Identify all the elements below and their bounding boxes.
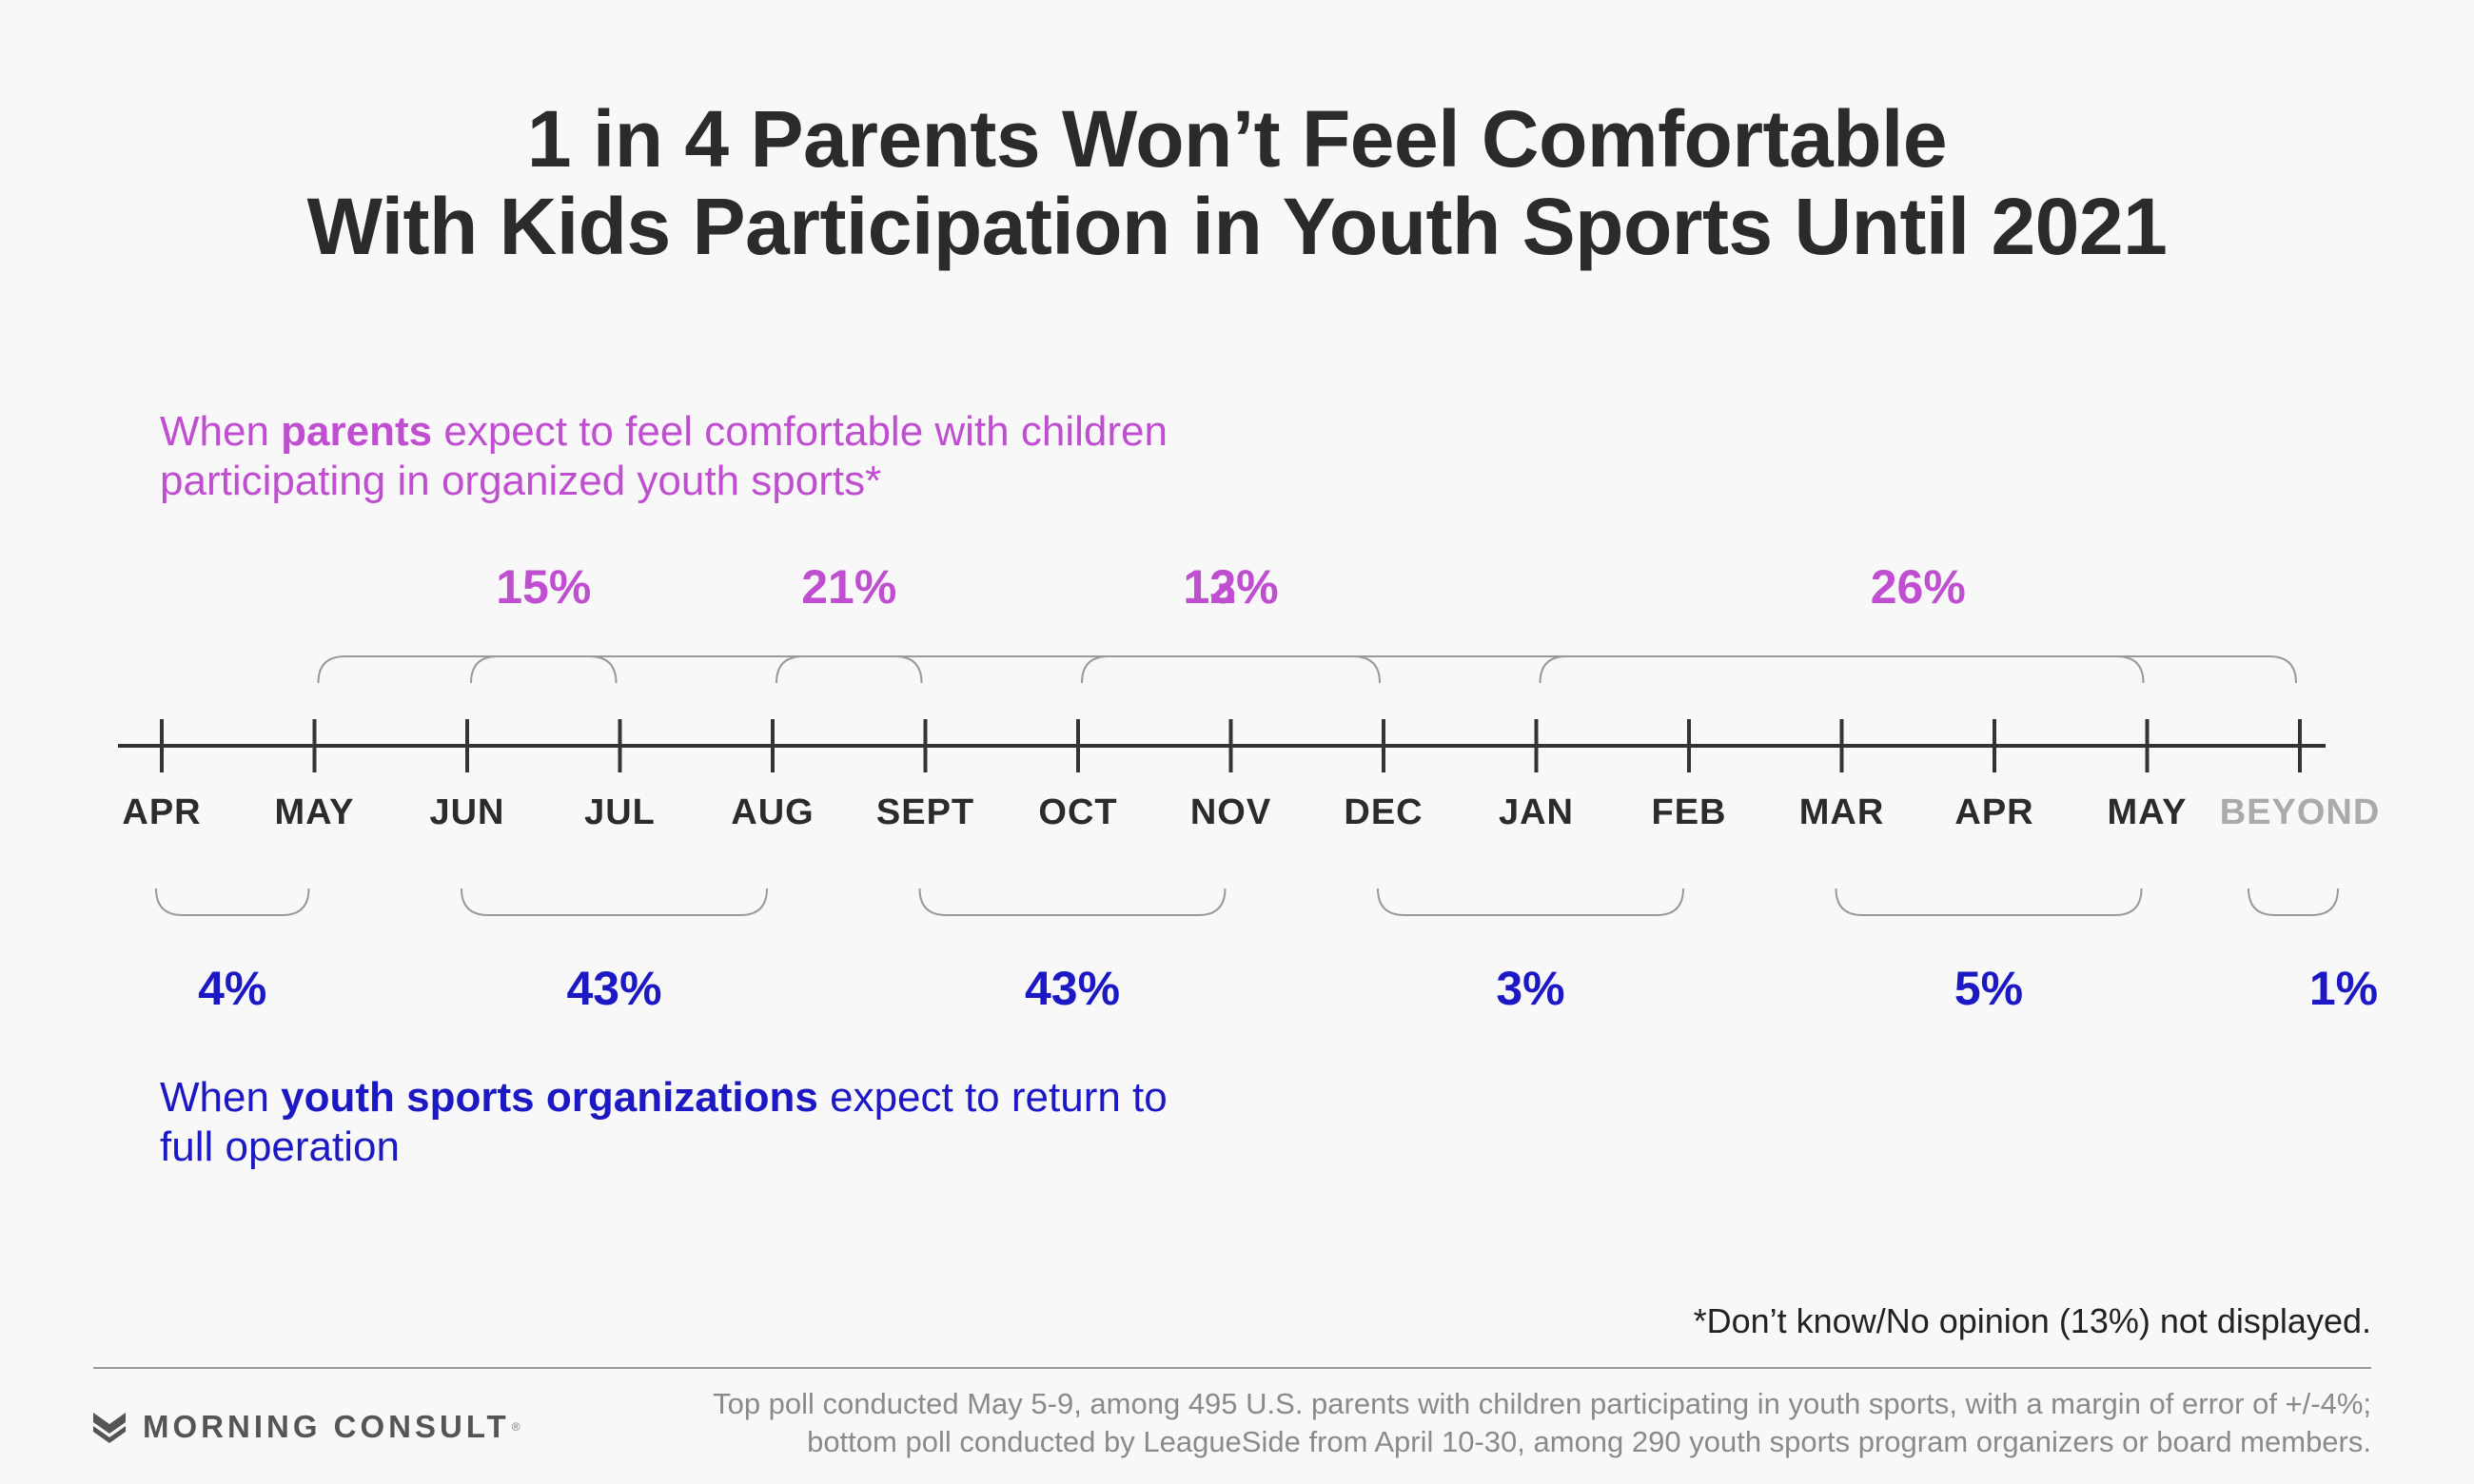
organizations-caption-line-1: When youth sports organizations expect t… <box>160 1073 1168 1123</box>
organizations-value-label: 5% <box>1954 962 2023 1015</box>
axis-tick-label: MAY <box>2108 792 2188 832</box>
parents-value-label: 21% <box>801 560 896 614</box>
organizations-bracket <box>155 888 310 916</box>
parents-caption-line-2: participating in organized youth sports* <box>160 458 882 504</box>
chart-title-line-1: 1 in 4 Parents Won’t Feel Comfortable <box>526 94 1948 184</box>
parents-value-label: 13% <box>1183 560 1278 614</box>
morning-consult-logo: MORNING CONSULT ® <box>91 1408 520 1446</box>
organizations-caption-line-2: full operation <box>160 1123 400 1170</box>
axis-tick-label: BEYOND <box>2220 792 2381 832</box>
parents-bracket <box>470 655 618 684</box>
parents-bracket <box>1539 655 2297 684</box>
parents-caption-before: When <box>160 408 282 455</box>
logo-text: MORNING CONSULT <box>143 1409 510 1444</box>
chart-title-line-2: With Kids Participation in Youth Sports … <box>306 182 2168 271</box>
organizations-bracket <box>1835 888 2143 916</box>
axis-tick-label: NOV <box>1190 792 1271 832</box>
parents-bracket <box>1081 655 1381 684</box>
axis-tick-label: JAN <box>1499 792 1574 832</box>
parents-caption-bold: parents <box>281 408 433 455</box>
organizations-value-label: 43% <box>566 962 661 1015</box>
parents-caption-line-1: When parents expect to feel comfortable … <box>160 407 1168 457</box>
axis-tick-label: JUN <box>429 792 504 832</box>
footnote: *Don’t know/No opinion (13%) not display… <box>1693 1301 2371 1340</box>
organizations-value-label: 4% <box>198 962 266 1015</box>
footer-divider <box>93 1367 2371 1369</box>
parents-bracket <box>776 655 923 684</box>
logo-registered-mark: ® <box>511 1420 520 1434</box>
organizations-bracket <box>1377 888 1684 916</box>
axis-tick-label: OCT <box>1038 792 1117 832</box>
organizations-caption-before: When <box>160 1074 282 1121</box>
morning-consult-logo-icon <box>93 1413 126 1443</box>
axis-tick-label: DEC <box>1344 792 1423 832</box>
parents-bracket <box>317 655 2145 684</box>
axis-tick-label: JUL <box>584 792 656 832</box>
organizations-caption-bold: youth sports organizations <box>281 1074 818 1121</box>
axis-tick-label: AUG <box>731 792 814 832</box>
organizations-value-label: 1% <box>2309 962 2378 1015</box>
axis-tick-label: FEB <box>1652 792 1727 832</box>
organizations-bracket <box>461 888 768 916</box>
parents-value-label: 12% <box>1183 560 1278 614</box>
parents-caption: When parents expect to feel comfortable … <box>160 407 1168 506</box>
axis-tick-label: SEPT <box>876 792 974 832</box>
organizations-bracket <box>2248 888 2339 916</box>
axis-tick-label: MAR <box>1799 792 1885 832</box>
organizations-caption-after: expect to return to <box>817 1074 1168 1121</box>
parents-value-label: 26% <box>1871 560 1966 614</box>
organizations-value-label: 43% <box>1025 962 1120 1015</box>
organizations-caption: When youth sports organizations expect t… <box>160 1073 1168 1172</box>
axis-tick-label: APR <box>1954 792 2033 832</box>
source-note-line-1: Top poll conducted May 5-9, among 495 U.… <box>713 1387 2371 1420</box>
axis-tick-label: MAY <box>275 792 355 832</box>
parents-caption-after: expect to feel comfortable with children <box>432 408 1168 455</box>
source-note-line-2: bottom poll conducted by LeagueSide from… <box>807 1425 2371 1458</box>
organizations-value-label: 3% <box>1496 962 1564 1015</box>
axis-tick-label: APR <box>122 792 201 832</box>
parents-value-label: 15% <box>496 560 591 614</box>
organizations-bracket <box>918 888 1227 916</box>
